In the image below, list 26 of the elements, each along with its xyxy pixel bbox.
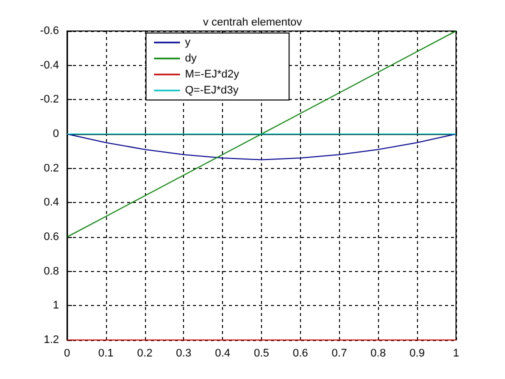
x-tick-label: 0.2 — [137, 348, 152, 360]
chart-title: v centrah elementov — [202, 16, 303, 28]
x-tick-label: 0.5 — [254, 348, 270, 360]
x-tick-label: 0.6 — [292, 348, 308, 360]
y-tick-label: 0.2 — [44, 162, 59, 174]
x-tick-label: 0.1 — [98, 348, 114, 360]
legend-label: y — [185, 36, 191, 48]
y-tick-label: 0.6 — [44, 231, 59, 243]
x-tick-label: 0.9 — [409, 348, 425, 360]
x-tick-label: 0.3 — [176, 348, 192, 360]
legend-label: M=-EJ*d2y — [185, 68, 240, 80]
y-tick-label: -0.4 — [40, 59, 59, 72]
y-tick-label: 1 — [52, 300, 59, 312]
y-tick-label: 0.8 — [44, 265, 59, 278]
y-tick-label: 0.4 — [44, 196, 59, 209]
y-tick-label: 1.2 — [44, 334, 59, 346]
x-tick-label: 0 — [64, 348, 70, 360]
legend-label: dy — [185, 52, 198, 64]
legend-label: Q=-EJ*d3y — [185, 84, 239, 96]
x-tick-label: 0.4 — [214, 348, 230, 360]
y-tick-label: -0.2 — [40, 94, 59, 106]
x-tick-label: 0.8 — [370, 348, 386, 360]
y-tick-label: -0.6 — [40, 25, 59, 37]
x-tick-label: 0.7 — [332, 348, 347, 360]
y-tick-label: 0 — [52, 128, 59, 140]
x-tick-label: 1 — [452, 348, 460, 360]
